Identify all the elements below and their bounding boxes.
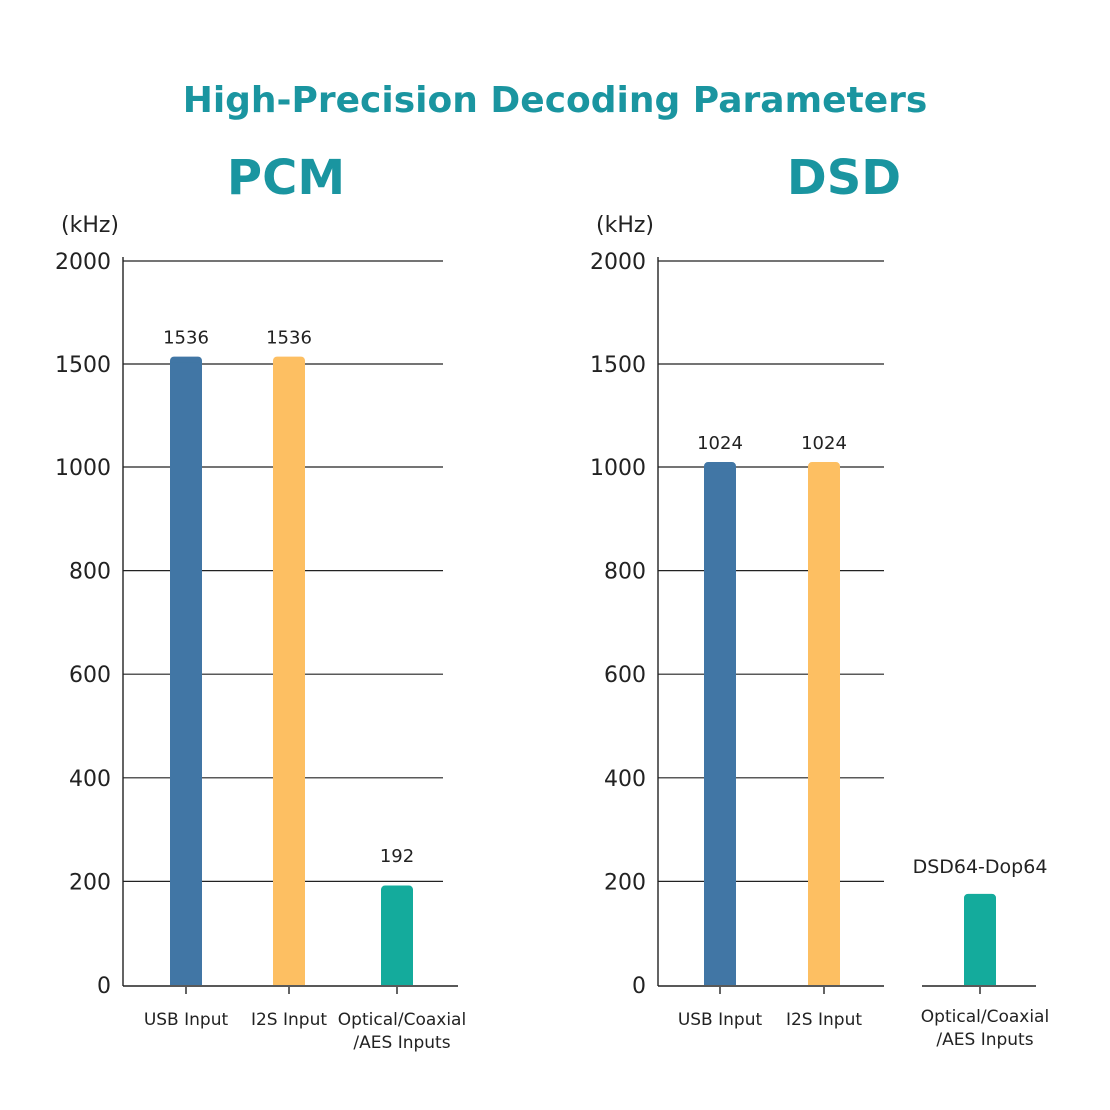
dsd-x-category-label: I2S Input xyxy=(786,1010,862,1030)
pcm-chart-title: PCM xyxy=(226,150,346,206)
dsd-x-category-label: /AES Inputs xyxy=(936,1030,1033,1050)
dsd-bar-usb-body xyxy=(704,468,736,985)
dsd-data-label: 1024 xyxy=(801,433,847,454)
pcm-data-label: 192 xyxy=(380,846,414,867)
dsd-y-tick-label: 600 xyxy=(604,663,646,688)
pcm-bar-optical-body xyxy=(381,891,413,985)
pcm-x-category-label: /AES Inputs xyxy=(353,1033,450,1053)
pcm-x-category-label: USB Input xyxy=(144,1010,229,1030)
dsd-y-tick-label: 2000 xyxy=(590,250,646,275)
dsd-y-tick-label: 1000 xyxy=(590,456,646,481)
dsd-x-category-label: Optical/Coaxial xyxy=(921,1007,1049,1027)
dsd-x-category-label: USB Input xyxy=(678,1010,763,1030)
dsd-chart-title: DSD xyxy=(786,150,902,206)
pcm-y-tick-label: 1000 xyxy=(55,456,111,481)
pcm-y-tick-label: 400 xyxy=(69,767,111,792)
pcm-data-label: 1536 xyxy=(266,328,312,349)
dsd-bar-optical-body xyxy=(964,899,996,985)
pcm-y-axis-unit: (kHz) xyxy=(61,213,119,238)
dsd-data-label: 1024 xyxy=(697,433,743,454)
dsd-y-tick-label: 400 xyxy=(604,767,646,792)
dsd-y-tick-label: 200 xyxy=(604,870,646,895)
pcm-y-tick-label: 800 xyxy=(69,560,111,585)
pcm-y-tick-label: 600 xyxy=(69,663,111,688)
dsd-y-axis-unit: (kHz) xyxy=(596,213,654,238)
pcm-y-tick-label: 0 xyxy=(97,974,111,999)
pcm-x-category-label: Optical/Coaxial xyxy=(338,1010,466,1030)
pcm-y-tick-label: 2000 xyxy=(55,250,111,275)
pcm-bar-usb-body xyxy=(170,362,202,986)
pcm-y-tick-label: 200 xyxy=(69,870,111,895)
main-title: High-Precision Decoding Parameters xyxy=(182,80,928,121)
pcm-y-tick-label: 1500 xyxy=(55,353,111,378)
pcm-x-category-label: I2S Input xyxy=(251,1010,327,1030)
pcm-bar-i2s-body xyxy=(273,362,305,986)
dsd-y-tick-label: 0 xyxy=(632,974,646,999)
dsd-data-label: DSD64-Dop64 xyxy=(913,856,1048,878)
pcm-data-label: 1536 xyxy=(163,328,209,349)
dsd-bar-i2s-body xyxy=(808,468,840,985)
dsd-y-tick-label: 800 xyxy=(604,560,646,585)
dsd-y-tick-label: 1500 xyxy=(590,353,646,378)
